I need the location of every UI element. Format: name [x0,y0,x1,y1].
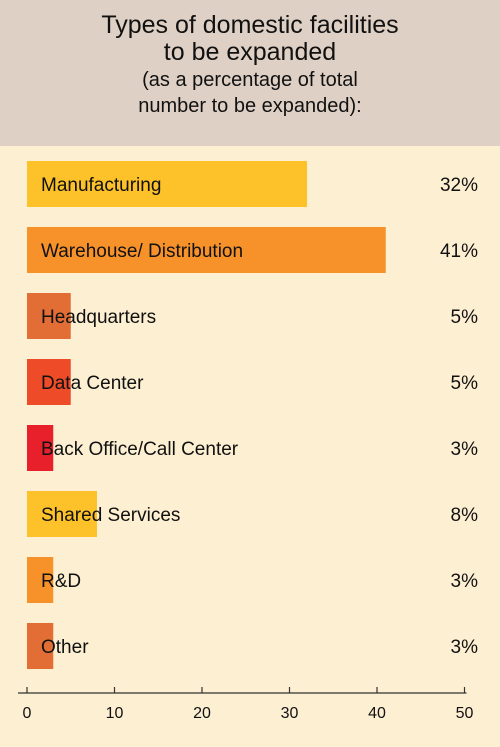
x-tick-label-2: 20 [193,705,211,722]
chart-title-line-1: Types of domestic facilities [101,11,399,39]
bar-chart-plot: Manufacturing 32% Warehouse/ Distribution 4… [18,161,479,722]
value-label-6: 3% [451,571,479,592]
value-label-1: 41% [440,241,478,262]
chart-header: Types of domestic facilities to be expan… [0,0,500,146]
category-label-4: Back Office/Call Center [41,439,239,460]
value-label-4: 3% [451,439,479,460]
value-label-2: 5% [451,307,479,328]
category-label-1: Warehouse/ Distribution [41,241,243,262]
x-tick-label-1: 10 [106,705,124,722]
x-tick-label-3: 30 [281,705,299,722]
chart-subtitle-line-1: (as a percentage of total [142,69,358,91]
bar-4 [27,425,54,471]
value-label-7: 3% [451,637,479,658]
value-label-0: 32% [440,175,478,196]
x-tick-label-4: 40 [368,705,386,722]
bar-6 [27,557,54,603]
category-label-6: R&D [41,571,81,592]
category-label-7: Other [41,637,89,658]
bar-0 [27,161,307,207]
bar-2 [27,293,71,339]
category-label-5: Shared Services [41,505,180,526]
chart-subtitle-line-2: number to be expanded): [138,95,362,117]
value-label-5: 8% [451,505,479,526]
x-tick-label-0: 0 [23,705,32,722]
category-label-2: Headquarters [41,307,156,328]
bar-7 [27,623,54,669]
value-label-3: 5% [451,373,479,394]
bar-5 [27,491,97,537]
bar-3 [27,359,71,405]
x-tick-label-5: 50 [456,705,474,722]
category-label-0: Manufacturing [41,175,161,196]
category-label-3: Data Center [41,373,144,394]
chart-title-line-2: to be expanded [163,38,337,66]
bar-1 [27,227,386,273]
